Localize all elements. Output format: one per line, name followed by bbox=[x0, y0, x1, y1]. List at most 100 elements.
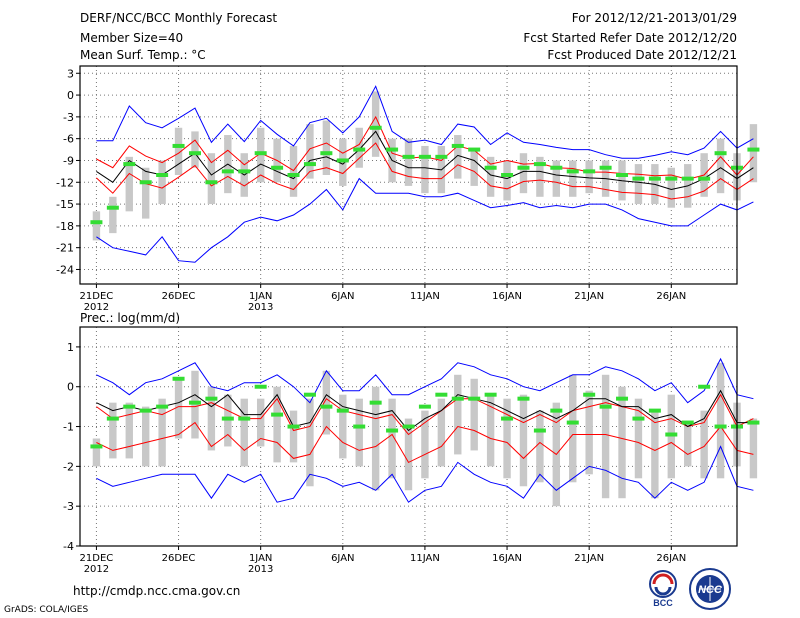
panel1-obs-marker bbox=[271, 165, 284, 170]
forecast-produced-date: Fcst Produced Date 2012/12/21 bbox=[547, 48, 737, 62]
panel1-obs-marker bbox=[747, 147, 760, 152]
panel2-box bbox=[569, 374, 577, 483]
panel2-box bbox=[716, 362, 725, 479]
panel1-obs-marker bbox=[353, 147, 366, 152]
panel1-obs-marker bbox=[550, 165, 563, 170]
panel1-obs-marker bbox=[90, 220, 103, 225]
svg-text:NCC: NCC bbox=[698, 584, 723, 596]
panel1-obs-marker bbox=[336, 158, 349, 163]
panel1-obs-marker bbox=[566, 169, 579, 174]
panel1-box bbox=[519, 153, 528, 194]
panel1-box bbox=[552, 160, 561, 197]
panel1-obs-marker bbox=[501, 173, 514, 177]
panel1-box bbox=[158, 160, 166, 205]
panel1-box bbox=[371, 91, 380, 157]
panel1-obs-marker bbox=[386, 147, 399, 152]
panel2-xtick-label: 6JAN bbox=[331, 553, 354, 564]
panel1-ytick-label: -3 bbox=[63, 111, 74, 124]
panel2-obs-marker bbox=[106, 416, 119, 421]
panel1-xtick-label: 26DEC bbox=[162, 291, 196, 302]
panel2-obs-marker bbox=[336, 408, 349, 413]
panel2-box bbox=[109, 402, 117, 459]
panel1-box bbox=[109, 196, 117, 234]
panel1-obs-marker bbox=[123, 162, 136, 167]
panel1-xtick-label: 21JAN bbox=[574, 291, 604, 302]
panel2-box bbox=[684, 422, 692, 467]
panel1-obs-marker bbox=[254, 151, 267, 156]
panel1-ytick-label: -21 bbox=[56, 242, 74, 255]
panel2-obs-marker bbox=[583, 392, 596, 397]
panel1-box bbox=[470, 149, 478, 186]
panel1-obs-marker bbox=[484, 165, 497, 170]
panel2-box bbox=[92, 438, 101, 467]
panel2-ytick-label: 0 bbox=[67, 381, 74, 394]
panel1-xtick-sublabel: 2013 bbox=[248, 302, 273, 313]
panel2-xtick-label: 21DEC bbox=[80, 553, 114, 564]
panel2-box bbox=[486, 394, 495, 467]
panel2-obs-marker bbox=[550, 408, 563, 413]
panel1-obs-marker bbox=[714, 151, 727, 156]
panel2-obs-marker bbox=[156, 404, 169, 409]
panel2-ytick-label: -3 bbox=[63, 500, 74, 513]
panel2-box bbox=[240, 398, 248, 467]
panel2-series-mean bbox=[96, 389, 754, 432]
panel1-box bbox=[289, 145, 298, 197]
panel1-ytick-label: -6 bbox=[63, 133, 74, 146]
panel1-obs-marker bbox=[156, 173, 169, 177]
panel2-obs-marker bbox=[517, 396, 530, 401]
panel1-obs-marker bbox=[320, 151, 333, 156]
panel1-obs-marker bbox=[468, 147, 481, 152]
panel1-box bbox=[142, 167, 150, 219]
panel2-obs-marker bbox=[320, 404, 333, 409]
panel1-box bbox=[92, 211, 101, 241]
panel2-obs-marker bbox=[90, 444, 103, 449]
panel1-obs-marker bbox=[698, 176, 711, 181]
panel2-box bbox=[306, 398, 314, 487]
panel2-box bbox=[585, 390, 593, 475]
panel2-ytick-label: -4 bbox=[63, 540, 74, 553]
panel2-obs-marker bbox=[402, 424, 415, 429]
panel2-box bbox=[454, 374, 462, 455]
panel1-obs-marker bbox=[435, 154, 448, 159]
panel2-box bbox=[142, 406, 150, 467]
panel1-box bbox=[207, 153, 216, 205]
panel1-obs-marker bbox=[648, 176, 661, 181]
panel1-ytick-label: 3 bbox=[67, 67, 74, 80]
panel1-xtick-label: 1JAN bbox=[249, 291, 272, 302]
panel1-obs-marker bbox=[238, 169, 251, 174]
panel2-box bbox=[700, 410, 708, 479]
panel2-obs-marker bbox=[418, 404, 431, 409]
panel2-obs-marker bbox=[451, 396, 464, 401]
panel2-box bbox=[158, 398, 166, 467]
panel2-obs-marker bbox=[714, 424, 727, 429]
panel2-box bbox=[404, 418, 413, 491]
panel1-box bbox=[503, 160, 511, 201]
panel2-xtick-label: 26JAN bbox=[656, 553, 686, 564]
panel2-box bbox=[256, 398, 265, 447]
panel1-box bbox=[174, 127, 183, 175]
panel1-series-min bbox=[96, 177, 754, 263]
panel1-obs-marker bbox=[681, 176, 694, 181]
panel1-frame bbox=[79, 65, 738, 285]
panel2-obs-marker bbox=[254, 384, 267, 389]
panel1-xtick-label: 26JAN bbox=[656, 291, 686, 302]
panel1-series-max bbox=[96, 85, 754, 159]
panel2-obs-marker bbox=[533, 428, 546, 433]
panel2-obs-marker bbox=[632, 416, 645, 421]
source-url[interactable]: http://cmdp.ncc.cma.gov.cn bbox=[73, 584, 241, 598]
panel2-box bbox=[174, 378, 183, 439]
panel2-obs-marker bbox=[353, 424, 366, 429]
panel2-obs-marker bbox=[238, 416, 251, 421]
panel2-box bbox=[536, 410, 544, 483]
panel2-box bbox=[207, 386, 216, 451]
panel1-variable: Mean Surf. Temp.: °C bbox=[80, 48, 206, 62]
panel2-box bbox=[749, 418, 758, 479]
panel2-series-max bbox=[96, 357, 754, 404]
panel2-series-upper bbox=[96, 393, 754, 436]
panel2-xtick-label: 1JAN bbox=[249, 553, 272, 564]
panel2-xtick-sublabel: 2013 bbox=[248, 564, 273, 575]
panel1-xtick-label: 21DEC bbox=[80, 291, 114, 302]
panel2-obs-marker bbox=[566, 420, 579, 425]
panel2-xtick-label: 26DEC bbox=[162, 553, 196, 564]
